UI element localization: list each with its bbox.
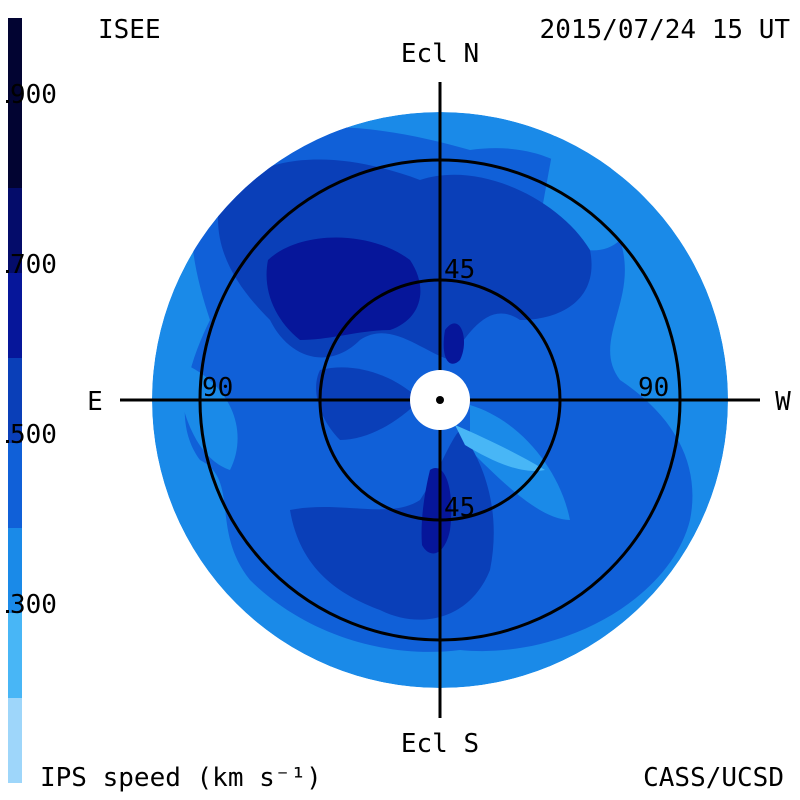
direction-east: E <box>87 387 103 417</box>
colorbar-tick-500: 500 <box>10 420 57 450</box>
colorbar-band-7 <box>8 188 22 273</box>
colorbar-tick-300: 300 <box>10 590 57 620</box>
direction-south: Ecl S <box>401 729 479 759</box>
colorbar-tick-900: 900 <box>10 80 57 110</box>
ring-label-90-east: 90 <box>202 373 233 403</box>
colorbar-band-5 <box>8 358 22 443</box>
sun-center-dot <box>436 396 444 404</box>
colorbar: 900 700 500 300 <box>6 18 57 783</box>
colorbar-band-8 <box>8 18 22 188</box>
colorbar-band-6 <box>8 273 22 358</box>
colorbar-band-4 <box>8 443 22 528</box>
credit-label: CASS/UCSD <box>643 763 784 793</box>
colorbar-band-2 <box>8 613 22 698</box>
speed-region-darkest-south <box>421 468 452 554</box>
direction-west: W <box>775 387 791 417</box>
colorbar-band-1 <box>8 698 22 783</box>
speed-region-dark-center <box>316 367 420 440</box>
direction-north: Ecl N <box>401 39 479 69</box>
units-label: IPS speed (km s⁻¹) <box>40 763 322 793</box>
ring-label-45-north: 45 <box>444 255 475 285</box>
colorbar-tick-700: 700 <box>10 250 57 280</box>
org-label: ISEE <box>98 15 161 45</box>
colorbar-band-3 <box>8 528 22 613</box>
timestamp-label: 2015/07/24 15 UT <box>540 15 791 45</box>
speed-region-darkest-north <box>266 237 421 340</box>
ring-label-90-west: 90 <box>638 373 669 403</box>
ring-label-45-south: 45 <box>444 493 475 523</box>
